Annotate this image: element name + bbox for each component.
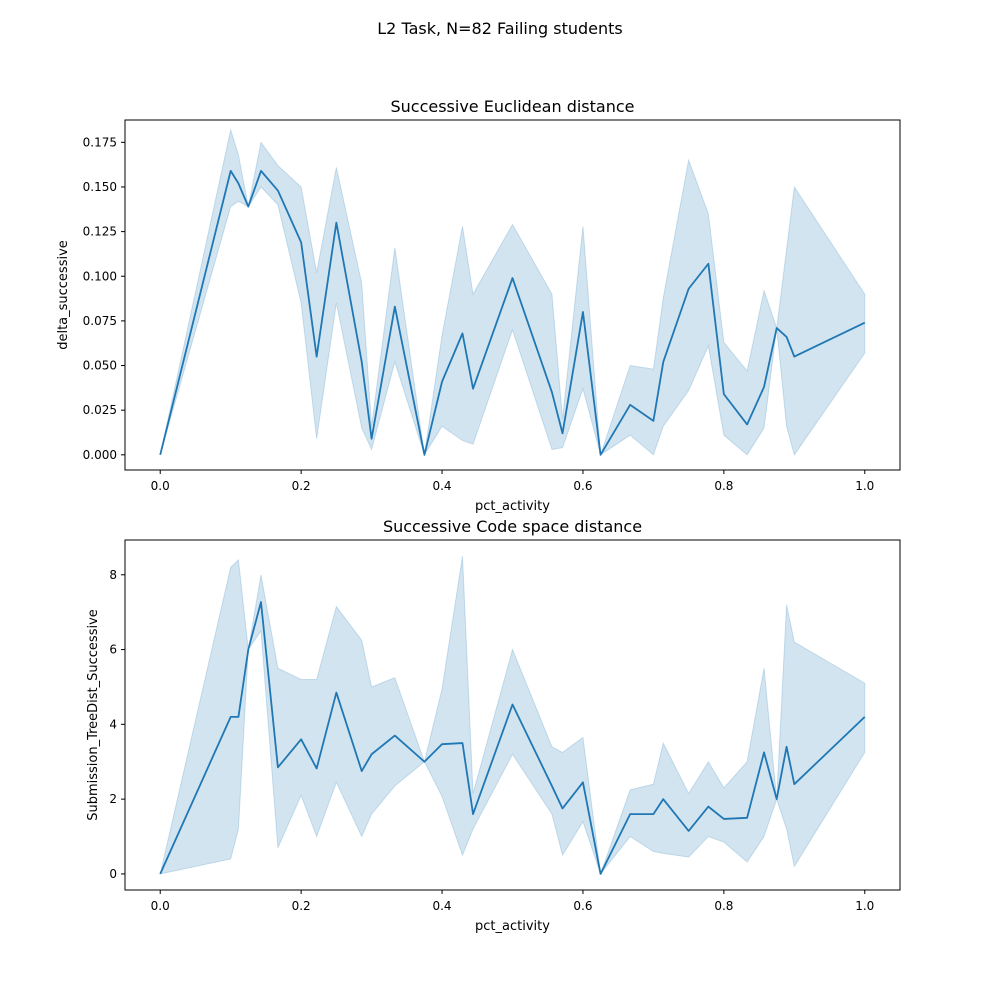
- y-tick-label: 0.125: [83, 225, 117, 239]
- subplot-title: Successive Euclidean distance: [390, 97, 634, 116]
- y-tick-label: 0.075: [83, 314, 117, 328]
- y-axis-label: Submission_TreeDist_Successive: [86, 609, 101, 821]
- x-tick-label: 1.0: [855, 479, 874, 493]
- x-tick-label: 0.8: [714, 479, 733, 493]
- y-axis-label: delta_successive: [56, 240, 71, 350]
- subplot-euclidean: 0.0 0.2 0.4 0.6 0.8 1.0 0.0000.0250.0500.0750…: [56, 97, 901, 514]
- x-axis-ticks: 0.0 0.2 0.4 0.6 0.8 1.0: [151, 890, 874, 913]
- y-axis-ticks: 0.000 0.025 0.050 0.075 0.100 0.125 0.150 0.175: [83, 135, 125, 462]
- axes-frame: [124, 119, 901, 471]
- x-tick-label: 0.0: [151, 479, 170, 493]
- y-axis-ticks: 0 2 4 6 8: [109, 568, 125, 881]
- y-tick-label: 0.000: [83, 448, 117, 462]
- x-tick-label: 1.0: [855, 899, 874, 913]
- x-tick-label: 0.8: [714, 899, 733, 913]
- subplot-code-space: 0.0 0.2 0.4 0.6 0.8 1.0 0 2 4 6 8 Successive Code…: [86, 517, 901, 934]
- y-tick-label: 0.025: [83, 403, 117, 417]
- x-axis-label: pct_activity: [475, 919, 550, 934]
- mean-line: [159, 169, 866, 456]
- x-axis-ticks: 0.0 0.2 0.4 0.6 0.8 1.0: [151, 470, 874, 493]
- y-tick-label: 0: [109, 867, 117, 881]
- axes-frame: [124, 539, 901, 891]
- mean-line: [159, 601, 866, 875]
- mean-line-layer: [159, 169, 866, 456]
- x-tick-label: 0.6: [573, 899, 592, 913]
- y-tick-label: 6: [109, 643, 117, 657]
- y-tick-label: 0.175: [83, 135, 117, 149]
- x-tick-label: 0.4: [432, 479, 451, 493]
- x-axis-label: pct_activity: [475, 499, 550, 514]
- subplot-title: Successive Code space distance: [383, 517, 642, 536]
- y-tick-label: 4: [109, 717, 117, 731]
- x-tick-label: 0.2: [292, 899, 311, 913]
- x-tick-label: 0.4: [432, 899, 451, 913]
- figure-suptitle: L2 Task, N=82 Failing students: [377, 19, 622, 38]
- y-tick-label: 2: [109, 792, 117, 806]
- x-tick-label: 0.0: [151, 899, 170, 913]
- x-tick-label: 0.6: [573, 479, 592, 493]
- x-tick-label: 0.2: [292, 479, 311, 493]
- y-tick-label: 0.150: [83, 180, 117, 194]
- mean-line-layer: [159, 601, 866, 875]
- y-tick-label: 0.050: [83, 359, 117, 373]
- y-tick-label: 0.100: [83, 269, 117, 283]
- y-tick-label: 8: [109, 568, 117, 582]
